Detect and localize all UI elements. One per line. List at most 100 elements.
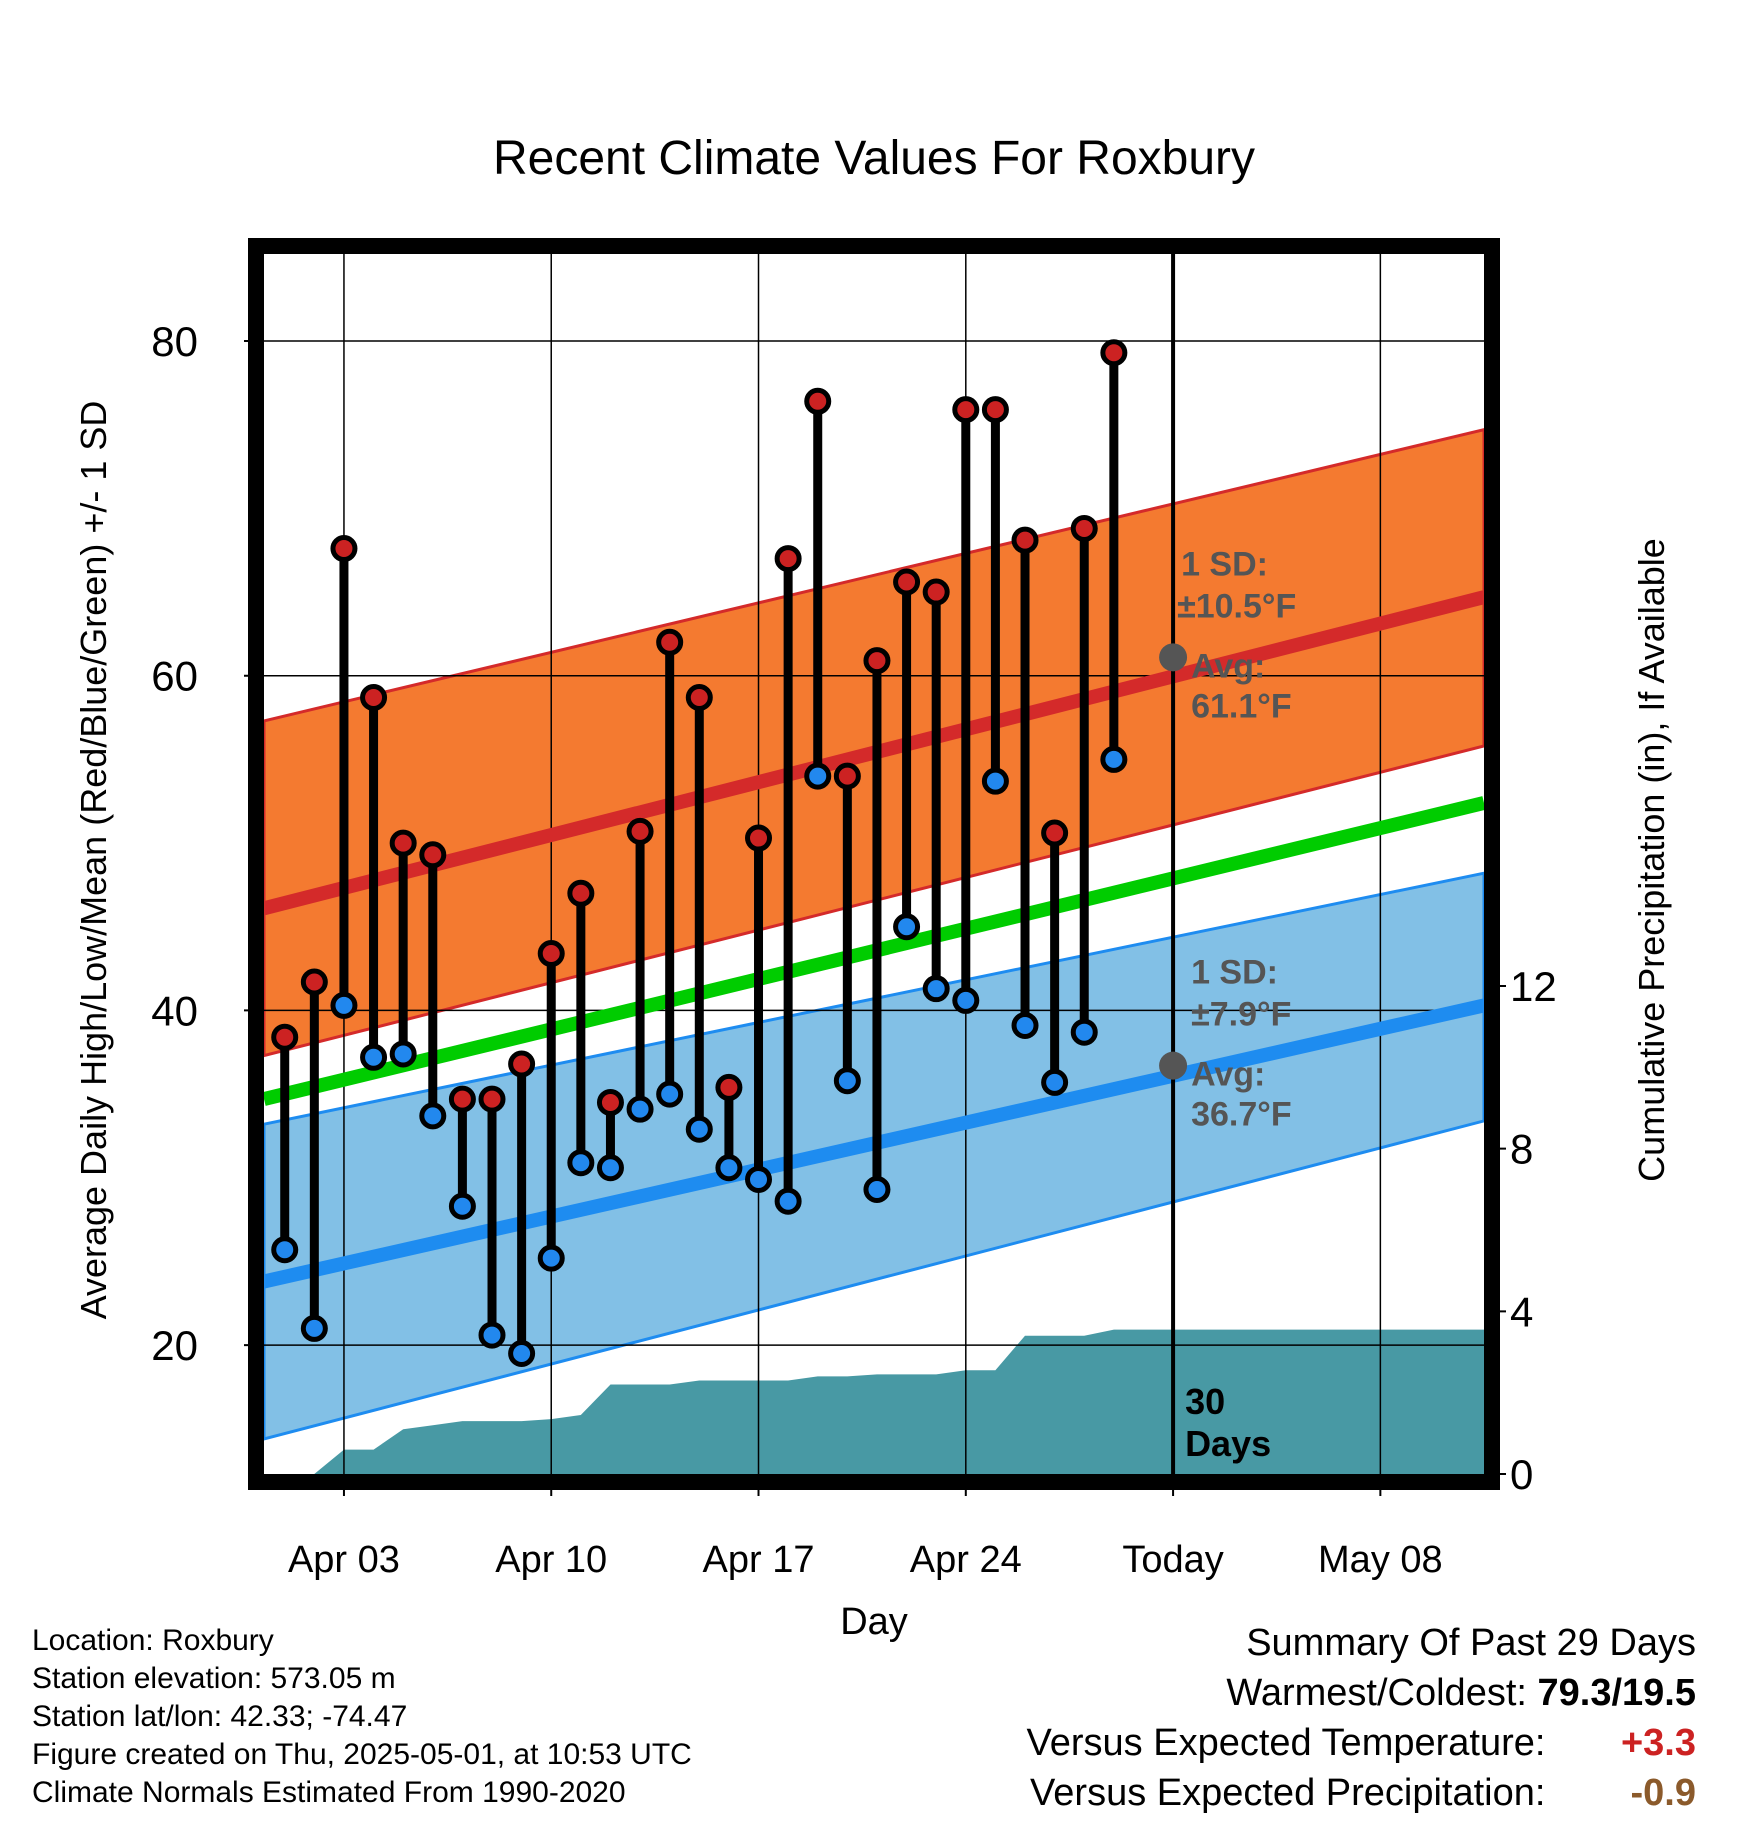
high-point	[863, 647, 891, 675]
plot-frame	[248, 238, 1500, 1490]
low-point	[1011, 1011, 1039, 1039]
precip-value: -0.9	[1630, 1772, 1696, 1814]
high-point	[626, 817, 654, 845]
high-point	[685, 683, 713, 711]
temp-value: +3.3	[1620, 1722, 1696, 1764]
low-point	[863, 1176, 891, 1204]
low-point	[804, 762, 832, 790]
y-tick-label: 60	[151, 653, 198, 700]
chart-title: Recent Climate Values For Roxbury	[493, 132, 1255, 185]
low-avg-value: 36.7°F	[1191, 1096, 1292, 1134]
y2-tick-label: 0	[1510, 1451, 1533, 1498]
high-point	[537, 940, 565, 968]
high-point	[656, 628, 684, 656]
high-avg-today-marker	[1159, 643, 1188, 672]
high-avg-value: 61.1°F	[1191, 687, 1292, 725]
y-tick-label: 40	[151, 987, 198, 1034]
low-point	[419, 1102, 447, 1130]
plot-area	[262, 254, 1486, 1474]
low-sd-label: 1 SD:	[1191, 954, 1278, 992]
high-point	[774, 545, 802, 573]
high-sd-value: ±10.5°F	[1177, 587, 1296, 625]
warmest-value: 79.3/19.5	[1537, 1672, 1696, 1714]
high-point	[893, 568, 921, 596]
high-point	[389, 829, 417, 857]
x-tick-label: Today	[1122, 1539, 1223, 1581]
days-text-label: Days	[1185, 1423, 1271, 1464]
low-point	[567, 1149, 595, 1177]
low-point	[271, 1236, 299, 1264]
low-point	[1100, 745, 1128, 773]
low-point	[478, 1321, 506, 1349]
high-point	[1041, 819, 1069, 847]
x-tick-label: Apr 17	[703, 1539, 815, 1581]
summary-warmest-row: Warmest/Coldest: 79.3/19.5	[1027, 1668, 1696, 1718]
high-point	[419, 841, 447, 869]
summary-temp-row: Versus Expected Temperature: +3.3	[1027, 1718, 1696, 1768]
high-point	[715, 1073, 743, 1101]
station-info: Location: Roxbury Station elevation: 573…	[32, 1622, 692, 1812]
y-axis-label: Average Daily High/Low/Mean (Red/Blue/Gr…	[73, 401, 114, 1320]
high-point	[1070, 514, 1098, 542]
x-axis-label: Day	[840, 1601, 908, 1643]
low-point	[330, 991, 358, 1019]
summary-title: Summary Of Past 29 Days	[1246, 1622, 1696, 1664]
low-point	[508, 1340, 536, 1368]
low-point	[685, 1115, 713, 1143]
low-point	[389, 1040, 417, 1068]
low-point	[360, 1043, 388, 1071]
low-point	[596, 1154, 624, 1182]
y2-tick-label: 4	[1510, 1288, 1533, 1335]
x-tick-label: May 08	[1318, 1539, 1443, 1581]
normals-text: Climate Normals Estimated From 1990-2020	[32, 1776, 626, 1809]
low-point	[833, 1067, 861, 1095]
low-point	[537, 1244, 565, 1272]
x-tick-label: Apr 10	[495, 1539, 607, 1581]
high-point	[981, 396, 1009, 424]
x-tick-label: Apr 03	[288, 1539, 400, 1581]
summary-precip-row: Versus Expected Precipitation: -0.9	[1027, 1768, 1696, 1818]
high-avg-label: Avg:	[1191, 647, 1265, 685]
created-text: Figure created on Thu, 2025-05-01, at 10…	[32, 1738, 692, 1771]
high-point	[478, 1085, 506, 1113]
high-point	[448, 1085, 476, 1113]
high-point	[330, 535, 358, 563]
low-sd-value: ±7.9°F	[1191, 996, 1291, 1034]
axes: 20 40 60 80 0 4 8 12 Apr 03 Apr 10 Apr 17 Apr 24 Tod…	[151, 318, 1556, 1581]
high-point	[360, 683, 388, 711]
high-point	[508, 1050, 536, 1078]
location-text: Location: Roxbury	[32, 1624, 274, 1657]
low-point	[1070, 1018, 1098, 1046]
x-tick-label: Apr 24	[910, 1539, 1022, 1581]
latlon-text: Station lat/lon: 42.33; -74.47	[32, 1700, 408, 1733]
y2-axis-label: Cumulative Precipitation (in), If Availa…	[1631, 538, 1672, 1182]
high-point	[1011, 526, 1039, 554]
high-point	[596, 1088, 624, 1116]
precip-area	[264, 1329, 1484, 1474]
y-tick-label: 20	[151, 1322, 198, 1369]
low-point	[745, 1165, 773, 1193]
temp-label: Versus Expected Temperature:	[1026, 1722, 1546, 1764]
warmest-label: Warmest/Coldest:	[1226, 1672, 1527, 1714]
high-point	[922, 578, 950, 606]
precip-label: Versus Expected Precipitation:	[1030, 1772, 1546, 1814]
low-point	[300, 1314, 328, 1342]
high-point	[952, 396, 980, 424]
high-point	[271, 1023, 299, 1051]
elevation-text: Station elevation: 573.05 m	[32, 1662, 396, 1695]
high-point	[567, 879, 595, 907]
low-point	[893, 913, 921, 941]
low-point	[715, 1154, 743, 1182]
low-avg-today-marker	[1159, 1051, 1188, 1080]
high-point	[300, 968, 328, 996]
high-sd-label: 1 SD:	[1181, 545, 1268, 583]
high-point	[804, 387, 832, 415]
high-point	[833, 762, 861, 790]
low-point	[952, 986, 980, 1014]
low-point	[448, 1192, 476, 1220]
y-tick-label: 80	[151, 318, 198, 365]
low-avg-label: Avg:	[1191, 1056, 1265, 1094]
y2-tick-label: 12	[1510, 963, 1557, 1010]
